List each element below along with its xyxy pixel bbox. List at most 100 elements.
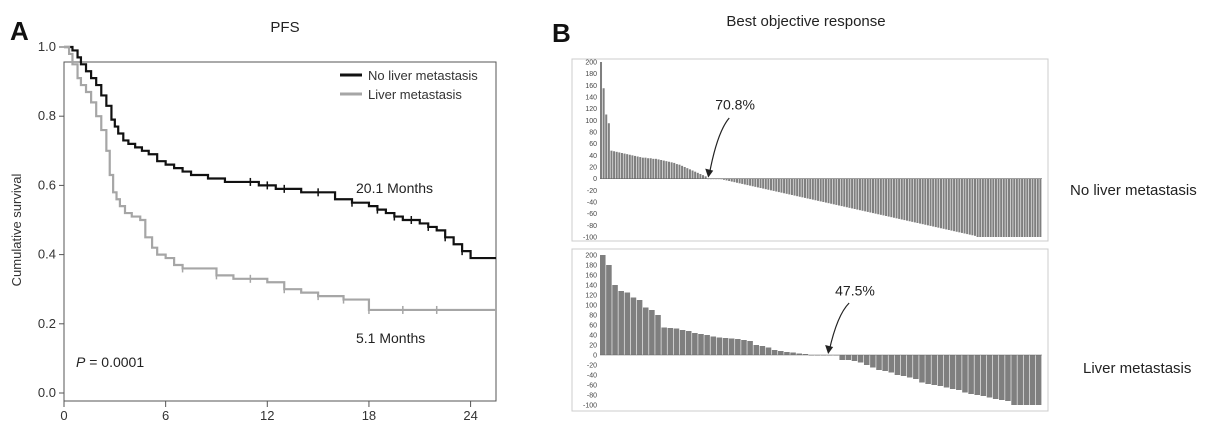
- waterfall-bar: [906, 355, 913, 378]
- waterfall-bar: [806, 178, 809, 199]
- waterfall-bar: [942, 178, 945, 229]
- waterfall-bar: [835, 178, 838, 205]
- legend-label-no-liver: No liver metastasis: [368, 68, 478, 83]
- waterfall-bar: [976, 178, 979, 237]
- waterfall-bar: [992, 178, 995, 237]
- waterfall-bar: [675, 164, 678, 179]
- response-arrow: [828, 302, 850, 352]
- waterfall-y-tick: -100: [583, 403, 597, 410]
- waterfall-bar: [894, 355, 901, 375]
- waterfall-y-tick: 40: [589, 333, 597, 340]
- waterfall-bar: [963, 178, 966, 234]
- waterfall-bar: [716, 337, 723, 355]
- waterfall-bar: [848, 178, 851, 208]
- y-tick-label: 0.4: [38, 247, 56, 262]
- waterfall-bar: [898, 178, 901, 219]
- waterfall-y-tick: 200: [585, 253, 597, 260]
- waterfall-bar: [858, 178, 861, 211]
- waterfall-bar: [780, 178, 783, 193]
- waterfall-bar: [879, 178, 882, 215]
- waterfall-bar: [949, 355, 956, 389]
- waterfall-bar: [950, 178, 953, 231]
- panel-a: A PFS Cumulative survival 0.00.20.40.60.…: [9, 16, 497, 423]
- waterfall-bar: [665, 161, 668, 179]
- waterfall-bar: [876, 355, 882, 370]
- x-tick-label: 24: [463, 408, 477, 423]
- waterfall-bar: [634, 155, 637, 179]
- waterfall-bar: [1039, 178, 1042, 237]
- median-no-liver-label: 20.1 Months: [356, 180, 433, 196]
- waterfall-bar: [644, 157, 647, 179]
- waterfall-bar: [722, 338, 729, 355]
- waterfall-y-tick: 100: [585, 118, 597, 125]
- p-symbol: P: [76, 354, 86, 370]
- waterfall-bar: [974, 178, 977, 236]
- waterfall-bar: [934, 178, 937, 228]
- waterfall-bar: [683, 167, 686, 179]
- x-tick-label: 12: [260, 408, 274, 423]
- waterfall-bar: [839, 355, 845, 360]
- waterfall-bar: [851, 355, 858, 361]
- waterfall-bar: [1017, 355, 1023, 405]
- waterfall-bar: [1031, 178, 1034, 237]
- waterfall-bar: [661, 327, 667, 355]
- waterfall-bar: [903, 178, 906, 221]
- waterfall-bar: [735, 339, 741, 355]
- waterfall-bar: [696, 172, 699, 179]
- waterfall-bar: [1000, 178, 1003, 237]
- waterfall-bar: [830, 178, 833, 204]
- waterfall-bar: [913, 355, 919, 379]
- waterfall-y-tick: -100: [583, 235, 597, 242]
- waterfall-y-tick: 100: [585, 303, 597, 310]
- x-tick-label: 18: [362, 408, 376, 423]
- waterfall-bar: [631, 155, 634, 179]
- waterfall-bar: [843, 178, 846, 207]
- waterfall-bar: [827, 178, 830, 204]
- waterfall-y-tick: -20: [587, 188, 597, 195]
- waterfall-bar: [994, 178, 997, 237]
- waterfall-bar: [932, 178, 935, 227]
- response-arrow: [708, 117, 730, 175]
- waterfall-bar: [618, 291, 624, 355]
- waterfall-bar: [778, 351, 784, 355]
- waterfall-bar: [784, 352, 790, 355]
- waterfall-bar: [754, 178, 757, 187]
- waterfall-bar: [851, 178, 854, 209]
- waterfall-bar: [981, 178, 984, 237]
- waterfall-y-tick: 60: [589, 141, 597, 148]
- response-arrowhead: [705, 168, 714, 178]
- waterfall-bar: [838, 178, 841, 206]
- panel-b: B Best objective response 20018016014012…: [552, 13, 1197, 412]
- waterfall-bar: [698, 334, 704, 355]
- waterfall-bar: [1005, 178, 1008, 237]
- waterfall-bar: [801, 178, 804, 198]
- waterfall-y-tick: -40: [587, 373, 597, 380]
- waterfall-bar: [788, 178, 791, 195]
- waterfall-bar: [722, 178, 725, 180]
- waterfall-bar: [600, 62, 603, 179]
- waterfall-bar: [857, 355, 864, 363]
- waterfall-bar: [802, 354, 809, 355]
- waterfall-y-tick: 140: [585, 95, 597, 102]
- legend: No liver metastasis Liver metastasis: [340, 68, 478, 102]
- waterfall-bar: [869, 178, 872, 213]
- waterfall-bar: [736, 178, 739, 183]
- waterfall-bar: [989, 178, 992, 237]
- waterfall-y-tick: 40: [589, 153, 597, 160]
- waterfall-bar: [620, 153, 623, 179]
- waterfall-bar: [649, 310, 655, 355]
- waterfall-bar: [895, 178, 898, 219]
- waterfall-bar: [783, 178, 786, 194]
- waterfall-bar: [654, 158, 657, 179]
- waterfall-bar: [822, 178, 825, 202]
- waterfall-bar: [728, 178, 731, 181]
- waterfall-bar: [730, 178, 733, 182]
- waterfall-bar: [926, 178, 929, 226]
- waterfall-bar: [668, 161, 671, 179]
- survival-curves: [64, 45, 496, 314]
- waterfall-y-tick: -40: [587, 200, 597, 207]
- waterfall-y-tick: -60: [587, 211, 597, 218]
- waterfall-bar: [662, 160, 665, 179]
- waterfall-bar: [1028, 178, 1031, 237]
